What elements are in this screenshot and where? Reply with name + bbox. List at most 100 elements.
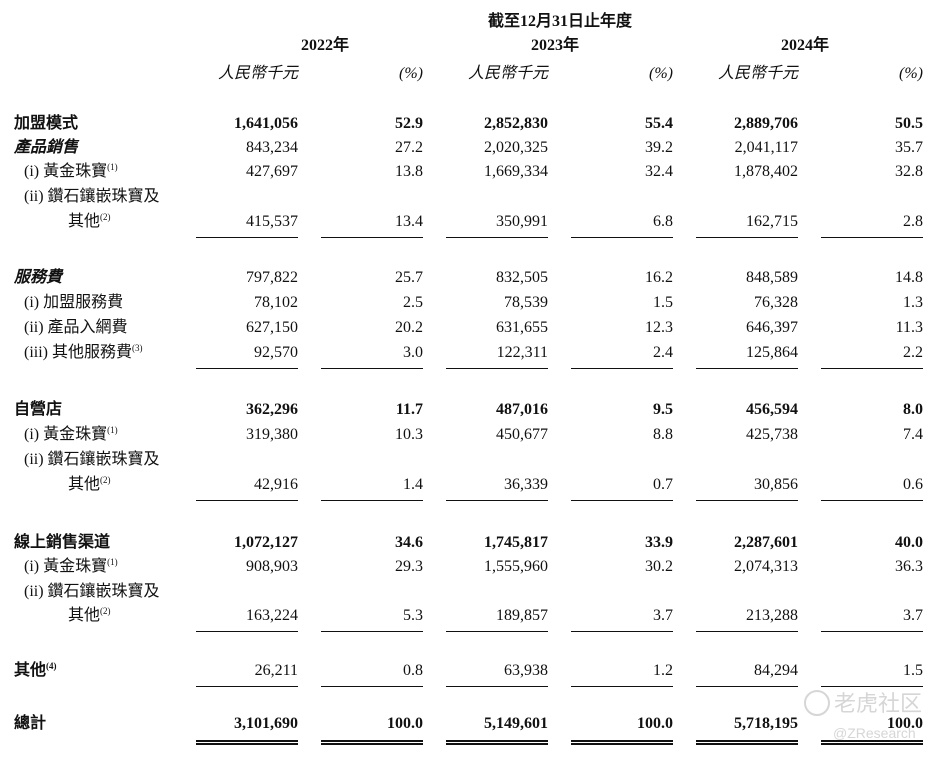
- value-cell: 27.2: [395, 139, 423, 156]
- row-label-svc-other: (iii) 其他服務費(3): [24, 343, 143, 362]
- pct-2024: (%): [899, 65, 923, 82]
- value-cell: 30.2: [645, 558, 673, 575]
- value-cell: 6.8: [653, 213, 673, 230]
- row-label-svc-product: (ii) 產品入網費: [24, 319, 128, 336]
- value-cell: 908,903: [246, 558, 298, 575]
- value-cell: 55.4: [645, 115, 673, 132]
- value-cell: 10.3: [395, 426, 423, 443]
- value-cell: 1,641,056: [234, 115, 298, 132]
- subtotal-rule: [571, 237, 673, 238]
- value-cell: 2.5: [403, 294, 423, 311]
- value-cell: 100.0: [637, 715, 673, 732]
- subtotal-rule: [821, 500, 923, 501]
- value-cell: 319,380: [246, 426, 298, 443]
- subtotal-rule: [821, 237, 923, 238]
- value-cell: 843,234: [246, 139, 298, 156]
- value-cell: 1.2: [653, 662, 673, 679]
- value-cell: 646,397: [746, 319, 798, 336]
- footnote-marker: (4): [46, 661, 57, 671]
- footnote-marker: (2): [100, 606, 111, 616]
- value-cell: 2,287,601: [734, 534, 798, 551]
- value-cell: 213,288: [746, 607, 798, 624]
- total-double-rule: [446, 740, 548, 745]
- row-label-self-store: 自營店: [14, 401, 63, 418]
- value-cell: 427,697: [246, 163, 298, 180]
- value-cell: 2,852,830: [484, 115, 548, 132]
- subtotal-rule: [196, 686, 298, 687]
- value-cell: 450,677: [496, 426, 548, 443]
- value-cell: 2.8: [903, 213, 923, 230]
- subtotal-rule: [446, 631, 548, 632]
- subtotal-rule: [196, 368, 298, 369]
- value-cell: 122,311: [496, 344, 548, 361]
- value-cell: 1.5: [653, 294, 673, 311]
- subtotal-rule: [446, 686, 548, 687]
- row-label-ss-diamond-2: 其他(2): [68, 475, 111, 494]
- value-cell: 13.8: [395, 163, 423, 180]
- value-cell: 162,715: [746, 213, 798, 230]
- value-cell: 33.9: [645, 534, 673, 551]
- subtotal-rule: [446, 368, 548, 369]
- value-cell: 78,539: [504, 294, 548, 311]
- value-cell: 9.5: [653, 401, 673, 418]
- value-cell: 100.0: [887, 715, 923, 732]
- year-2022-header: 2022年: [300, 37, 349, 54]
- pct-2022: (%): [399, 65, 423, 82]
- subtotal-rule: [196, 500, 298, 501]
- row-label-ps-diamond-1: (ii) 鑽石鑲嵌珠寶及: [24, 188, 160, 205]
- value-cell: 848,589: [746, 269, 798, 286]
- value-cell: 13.4: [395, 213, 423, 230]
- footnote-marker: (3): [132, 343, 143, 353]
- value-cell: 52.9: [395, 115, 423, 132]
- value-cell: 832,505: [496, 269, 548, 286]
- value-cell: 2,041,117: [734, 139, 798, 156]
- value-cell: 39.2: [645, 139, 673, 156]
- total-double-rule: [571, 740, 673, 745]
- value-cell: 3,101,690: [234, 715, 298, 732]
- value-cell: 0.7: [653, 476, 673, 493]
- value-cell: 2.4: [653, 344, 673, 361]
- value-cell: 5,149,601: [484, 715, 548, 732]
- value-cell: 0.8: [403, 662, 423, 679]
- value-cell: 797,822: [246, 269, 298, 286]
- total-double-rule: [196, 740, 298, 745]
- watermark-logo-icon: [804, 690, 830, 716]
- unit-2022: 人民幣千元: [217, 65, 298, 82]
- subtotal-rule: [571, 368, 673, 369]
- value-cell: 8.8: [653, 426, 673, 443]
- subtotal-rule: [696, 237, 798, 238]
- value-cell: 3.0: [403, 344, 423, 361]
- footnote-marker: (2): [100, 475, 111, 485]
- subtotal-rule: [821, 686, 923, 687]
- value-cell: 456,594: [746, 401, 798, 418]
- value-cell: 63,938: [504, 662, 548, 679]
- subtotal-rule: [821, 631, 923, 632]
- value-cell: 50.5: [895, 115, 923, 132]
- value-cell: 1,072,127: [234, 534, 298, 551]
- value-cell: 30,856: [754, 476, 798, 493]
- subtotal-rule: [696, 686, 798, 687]
- value-cell: 1,555,960: [484, 558, 548, 575]
- value-cell: 100.0: [387, 715, 423, 732]
- subtotal-rule: [571, 631, 673, 632]
- value-cell: 1.5: [903, 662, 923, 679]
- value-cell: 36.3: [895, 558, 923, 575]
- value-cell: 425,738: [746, 426, 798, 443]
- unit-2023: 人民幣千元: [467, 65, 548, 82]
- footnote-marker: (2): [100, 212, 111, 222]
- subtotal-rule: [571, 686, 673, 687]
- value-cell: 487,016: [496, 401, 548, 418]
- value-cell: 25.7: [395, 269, 423, 286]
- value-cell: 362,296: [246, 401, 298, 418]
- value-cell: 11.3: [895, 319, 923, 336]
- value-cell: 1,745,817: [484, 534, 548, 551]
- subtotal-rule: [196, 237, 298, 238]
- footnote-marker: (1): [107, 425, 118, 435]
- value-cell: 2,074,313: [734, 558, 798, 575]
- value-cell: 5.3: [403, 607, 423, 624]
- subtotal-rule: [571, 500, 673, 501]
- year-2024-header: 2024年: [780, 37, 829, 54]
- subtotal-rule: [696, 631, 798, 632]
- subtotal-rule: [321, 686, 423, 687]
